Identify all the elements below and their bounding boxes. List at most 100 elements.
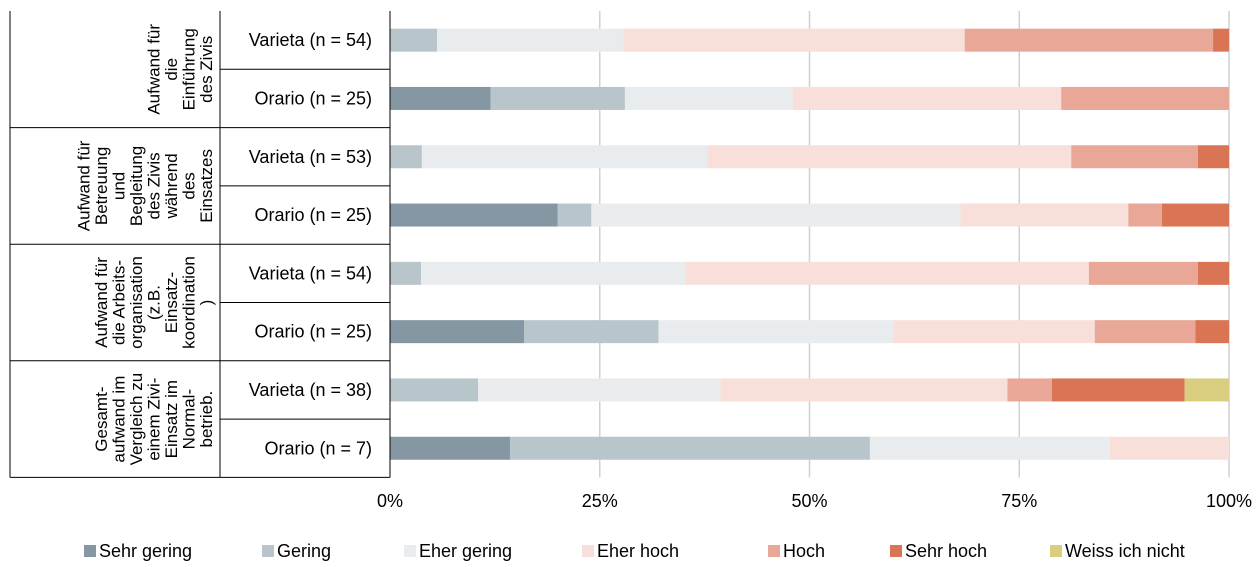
group-label-line: (z.B.: [145, 285, 164, 320]
legend-item: Eher gering: [404, 541, 512, 561]
row-label: Varieta (n = 38): [249, 380, 372, 400]
group-label-line: des: [180, 172, 199, 199]
group-label-line: die: [162, 58, 181, 81]
bar-segment: [591, 203, 961, 227]
group-label-line: des Zivis: [197, 36, 216, 103]
bar-segment: [1197, 145, 1229, 169]
x-tick-label: 50%: [791, 491, 827, 511]
legend-item: Eher hoch: [582, 541, 679, 561]
x-tick-label: 75%: [1001, 491, 1037, 511]
group-label-line: während: [162, 153, 181, 219]
bar-segment: [390, 203, 558, 227]
legend-item: Gering: [262, 541, 331, 561]
group-label-line: Aufwand für: [92, 257, 111, 348]
bar-segment: [893, 320, 1095, 344]
legend-swatch: [84, 545, 96, 557]
group-label-line: ): [197, 300, 216, 306]
row-label: Varieta (n = 54): [249, 263, 372, 283]
bar-segment: [960, 203, 1129, 227]
legend-item: Weiss ich nicht: [1050, 541, 1185, 561]
bar-segment: [390, 261, 422, 285]
group-label-line: Betreuung: [92, 147, 111, 225]
group-label-line: Einsatz-: [162, 272, 181, 333]
x-tick-label: 0%: [377, 491, 403, 511]
legend-label: Hoch: [783, 541, 825, 561]
bar-segment: [1007, 378, 1052, 402]
group-label-line: betrieb.: [197, 391, 216, 448]
bar-segment: [478, 378, 721, 402]
bar-segment: [685, 261, 1089, 285]
group-label-line: und: [110, 172, 129, 200]
group-label-line: Vergleich zu: [127, 373, 146, 466]
bar-segment: [1161, 203, 1229, 227]
x-tick-label: 100%: [1206, 491, 1252, 511]
label-frame-lines: [9, 11, 391, 478]
group-label-line: Aufwand für: [75, 140, 94, 231]
bar-segment: [869, 436, 1110, 460]
legend: Sehr gering Gering Eher gering Eher hoch Hoc…: [84, 541, 1185, 561]
bar-segment: [1128, 203, 1162, 227]
bar-segment: [509, 436, 870, 460]
bar-segment: [557, 203, 592, 227]
bar-segment: [623, 28, 965, 52]
row-label: Varieta (n = 53): [249, 147, 372, 167]
group-label-line: Einsatz im: [162, 380, 181, 458]
bar-segment: [1197, 261, 1229, 285]
row-label: Varieta (n = 54): [249, 30, 372, 50]
bar-segment: [390, 28, 437, 52]
legend-label: Sehr hoch: [905, 541, 987, 561]
legend-swatch: [262, 545, 274, 557]
bar-segment: [490, 86, 625, 110]
bar-segment: [390, 86, 491, 110]
bar-segment: [421, 145, 708, 169]
bar-segment: [390, 378, 479, 402]
legend-swatch: [404, 545, 416, 557]
bar-segment: [792, 86, 1062, 110]
group-label-line: aufwand im: [110, 376, 129, 463]
group-label-line: einem Zivi-: [145, 378, 164, 461]
bar-segment: [1061, 86, 1229, 110]
bar-segment: [1184, 378, 1229, 402]
legend-item: Sehr hoch: [890, 541, 987, 561]
bar-segment: [390, 436, 510, 460]
legend-swatch: [768, 545, 780, 557]
bar-segment: [964, 28, 1214, 52]
bar-segment: [390, 320, 525, 344]
bar-segment: [624, 86, 793, 110]
legend-swatch: [1050, 545, 1062, 557]
bar-segment: [1094, 320, 1196, 344]
legend-item: Hoch: [768, 541, 825, 561]
legend-label: Weiss ich nicht: [1065, 541, 1185, 561]
bar-segment: [1088, 261, 1198, 285]
legend-swatch: [890, 545, 902, 557]
x-tick-labels: 0% 25% 50% 75% 100%: [377, 491, 1252, 511]
group-label-line: Aufwand für: [145, 24, 164, 115]
row-label: Orario (n = 7): [264, 438, 372, 458]
group-label-line: Einsatzes: [197, 149, 216, 223]
group-label-line: Begleitung: [127, 146, 146, 226]
bar-segment: [658, 320, 894, 344]
bar-segment: [1195, 320, 1229, 344]
row-label: Orario (n = 25): [254, 205, 372, 225]
row-label: Orario (n = 25): [254, 322, 372, 342]
x-tick-label: 25%: [582, 491, 618, 511]
legend-swatch: [582, 545, 594, 557]
legend-label: Gering: [277, 541, 331, 561]
group-label-line: organisation: [127, 256, 146, 349]
group-label-line: die Arbeits-: [110, 260, 129, 345]
legend-label: Eher hoch: [597, 541, 679, 561]
row-labels: Varieta (n = 54) Orario (n = 25) Varieta (…: [249, 30, 372, 458]
bar-segment: [1051, 378, 1185, 402]
group-label-line: Gesamt-: [92, 387, 111, 452]
row-label: Orario (n = 25): [254, 88, 372, 108]
legend-item: Sehr gering: [84, 541, 192, 561]
bar-segment: [524, 320, 659, 344]
group-label-line: Normal-: [180, 389, 199, 449]
legend-label: Sehr gering: [99, 541, 192, 561]
